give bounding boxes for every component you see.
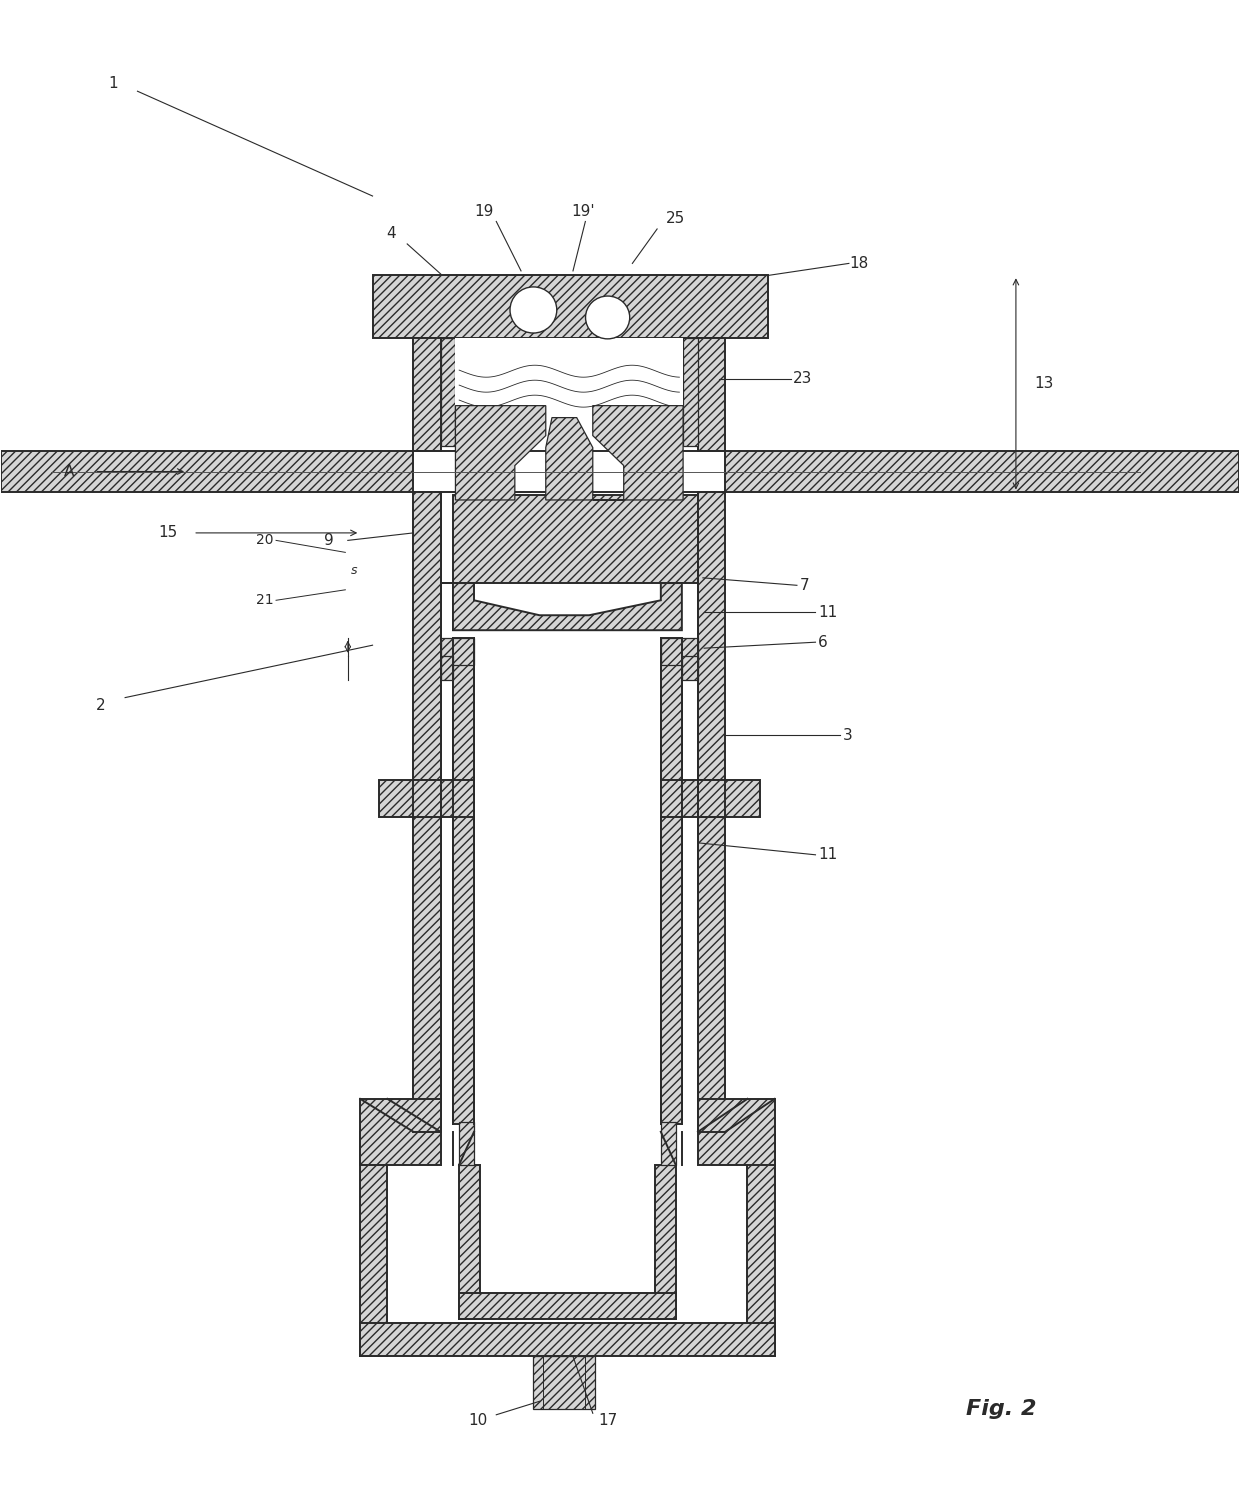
Ellipse shape	[589, 302, 626, 334]
Text: Fig. 2: Fig. 2	[966, 1400, 1037, 1419]
Polygon shape	[360, 1100, 440, 1164]
Polygon shape	[661, 638, 698, 664]
Polygon shape	[533, 1356, 595, 1408]
Polygon shape	[360, 1132, 387, 1356]
Text: 18: 18	[849, 256, 868, 272]
Text: 2: 2	[95, 698, 105, 712]
Text: 19: 19	[474, 204, 494, 219]
Text: 25: 25	[666, 211, 686, 226]
Polygon shape	[453, 638, 474, 1125]
Text: 10: 10	[467, 1413, 487, 1428]
Polygon shape	[440, 656, 453, 680]
Polygon shape	[661, 638, 682, 1125]
Polygon shape	[413, 339, 440, 450]
Bar	[480, 1164, 655, 1293]
Text: 7: 7	[800, 578, 808, 592]
Bar	[387, 1164, 748, 1323]
Polygon shape	[440, 638, 474, 664]
Polygon shape	[459, 1122, 474, 1164]
Text: 13: 13	[1034, 376, 1054, 392]
Text: 21: 21	[255, 594, 274, 608]
Text: A: A	[64, 464, 74, 478]
Bar	[440, 492, 698, 1132]
Polygon shape	[413, 780, 440, 818]
Polygon shape	[748, 1132, 775, 1356]
Text: 15: 15	[159, 525, 179, 540]
Text: 17: 17	[598, 1413, 618, 1428]
Polygon shape	[725, 450, 1239, 492]
Text: 9: 9	[325, 532, 334, 548]
Text: 11: 11	[818, 847, 837, 862]
Bar	[474, 638, 661, 1125]
Polygon shape	[683, 339, 698, 446]
Text: 19': 19'	[572, 204, 595, 219]
Polygon shape	[440, 339, 455, 446]
Polygon shape	[682, 656, 698, 680]
Polygon shape	[372, 276, 769, 339]
Polygon shape	[378, 780, 474, 818]
Polygon shape	[546, 417, 593, 500]
Polygon shape	[459, 1164, 480, 1318]
Polygon shape	[453, 584, 682, 630]
Ellipse shape	[513, 292, 553, 328]
Polygon shape	[413, 492, 440, 1132]
Polygon shape	[1, 450, 413, 492]
Bar	[455, 339, 683, 446]
Polygon shape	[440, 495, 698, 584]
Polygon shape	[593, 405, 683, 500]
Text: 3: 3	[843, 728, 852, 742]
Text: 23: 23	[794, 370, 812, 386]
Text: 4: 4	[387, 226, 396, 242]
Polygon shape	[698, 780, 725, 818]
Polygon shape	[459, 1293, 676, 1318]
Text: 1: 1	[108, 76, 118, 92]
Polygon shape	[698, 1100, 775, 1164]
Text: 20: 20	[257, 534, 274, 548]
Polygon shape	[698, 492, 725, 1132]
Polygon shape	[360, 1323, 775, 1356]
Text: 11: 11	[818, 604, 837, 619]
Text: s: s	[351, 564, 357, 578]
Ellipse shape	[585, 296, 630, 339]
Polygon shape	[455, 405, 546, 500]
Text: 6: 6	[818, 634, 828, 650]
Polygon shape	[698, 339, 725, 450]
Ellipse shape	[510, 286, 557, 333]
Polygon shape	[661, 1122, 676, 1164]
Polygon shape	[661, 780, 760, 818]
Polygon shape	[655, 1164, 676, 1318]
